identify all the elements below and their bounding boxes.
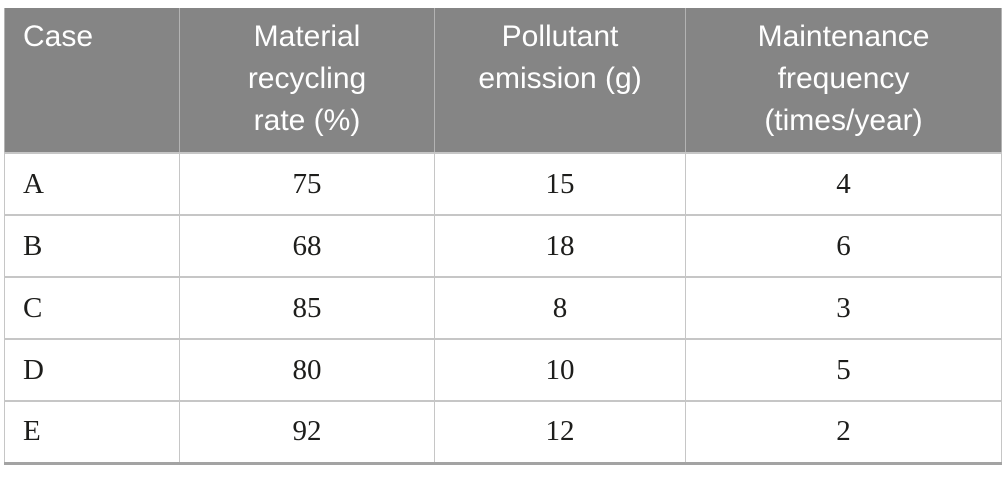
column-header-pollutant-emission: Pollutant emission (g) <box>434 8 686 153</box>
table-row: D 80 10 5 <box>4 338 1002 402</box>
cell-pollutant-emission: 18 <box>434 214 686 278</box>
cell-case: D <box>4 338 180 402</box>
header-line: emission (g) <box>478 62 642 95</box>
cell-case: B <box>4 214 180 278</box>
cell-maintenance-frequency: 2 <box>685 400 1002 464</box>
cell-pollutant-emission: 15 <box>434 152 686 216</box>
header-line: rate (%) <box>253 104 361 137</box>
table-row: E 92 12 2 <box>4 400 1002 464</box>
cell-maintenance-frequency: 3 <box>685 276 1002 340</box>
cell-pollutant-emission: 8 <box>434 276 686 340</box>
table-row: C 85 8 3 <box>4 276 1002 340</box>
header-line: recycling <box>247 62 367 95</box>
cell-maintenance-frequency: 4 <box>685 152 1002 216</box>
cell-pollutant-emission: 10 <box>434 338 686 402</box>
header-row: Case Material recycling rate (%) Polluta… <box>4 8 1002 153</box>
column-header-case: Case <box>4 8 180 153</box>
header-line: frequency <box>777 62 910 95</box>
cell-pollutant-emission: 12 <box>434 400 686 464</box>
header-line: Material <box>253 20 361 53</box>
column-header-maintenance-frequency: Maintenance frequency (times/year) <box>685 8 1002 153</box>
cell-maintenance-frequency: 6 <box>685 214 1002 278</box>
table-row: B 68 18 6 <box>4 214 1002 278</box>
cell-recycling-rate: 75 <box>179 152 435 216</box>
cell-case: A <box>4 152 180 216</box>
cell-recycling-rate: 68 <box>179 214 435 278</box>
cell-case: C <box>4 276 180 340</box>
header-line: Maintenance <box>757 20 930 53</box>
cell-maintenance-frequency: 5 <box>685 338 1002 402</box>
header-line: (times/year) <box>764 104 923 137</box>
cell-case: E <box>4 400 180 464</box>
case-comparison-table: Case Material recycling rate (%) Polluta… <box>4 8 1002 465</box>
table-row: A 75 15 4 <box>4 152 1002 216</box>
cell-recycling-rate: 92 <box>179 400 435 464</box>
column-header-material-recycling-rate: Material recycling rate (%) <box>179 8 435 153</box>
header-line: Pollutant <box>501 20 619 53</box>
header-line: Case <box>23 20 94 53</box>
cell-recycling-rate: 85 <box>179 276 435 340</box>
cell-recycling-rate: 80 <box>179 338 435 402</box>
